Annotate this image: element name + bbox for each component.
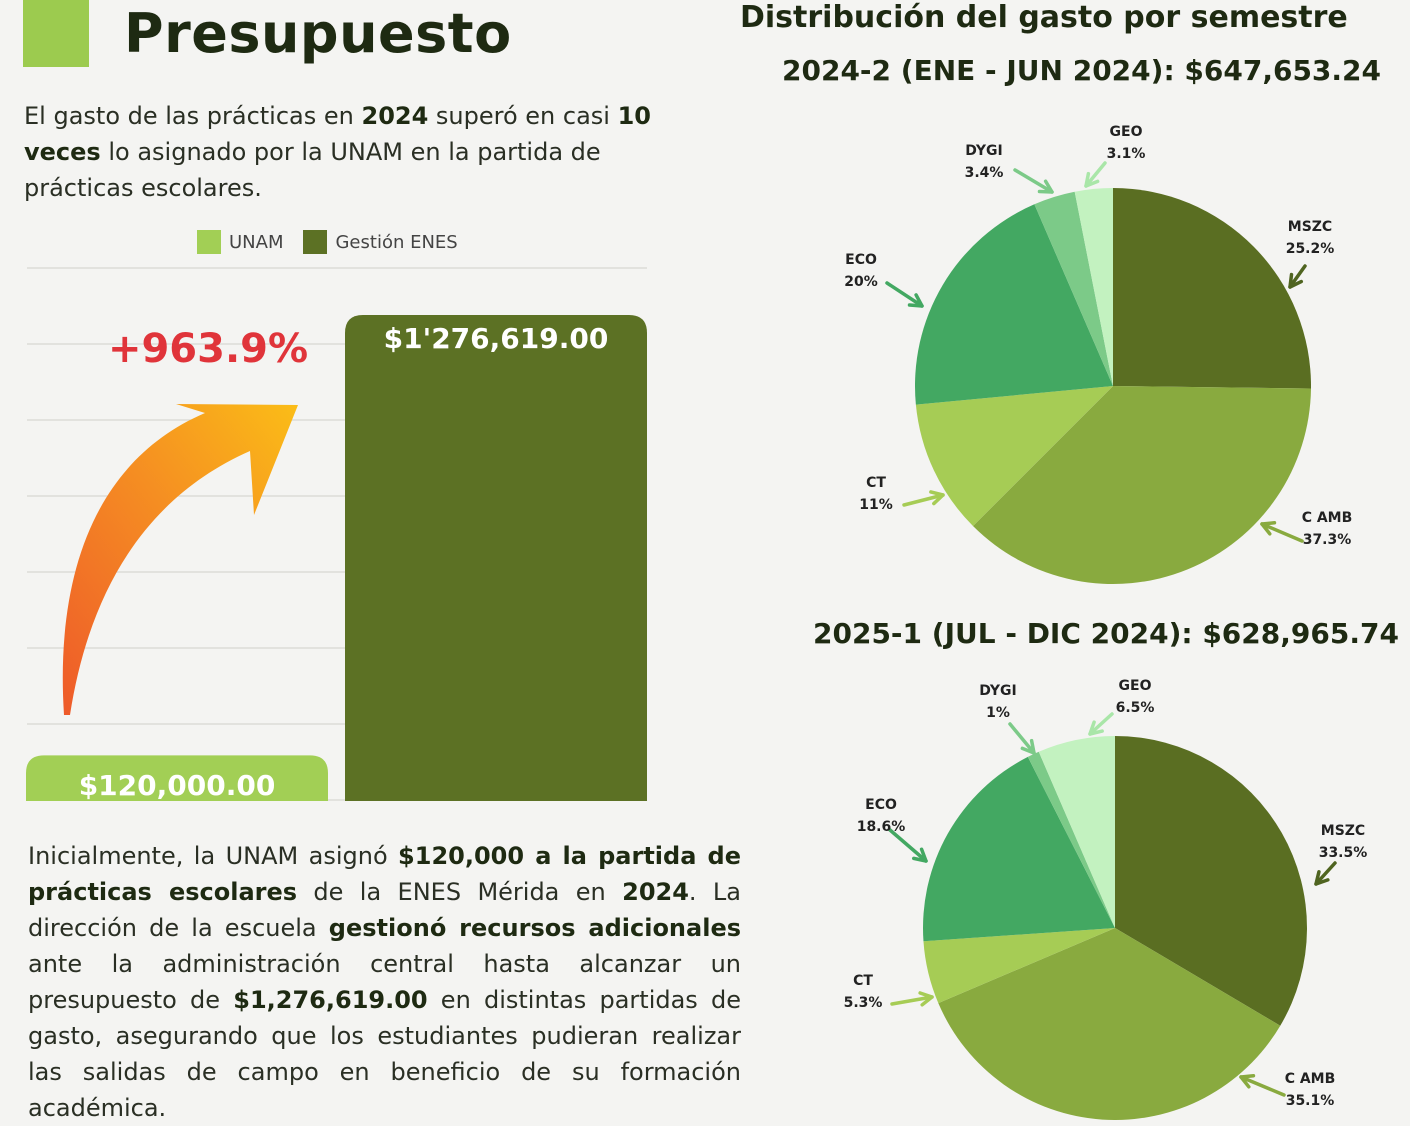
legend-swatch-unam (197, 230, 221, 254)
intro-text-part: lo asignado por la UNAM en la partida de… (24, 138, 601, 202)
intro-text-part: El gasto de las prácticas en (24, 102, 362, 130)
callout-arrowhead-icon (1260, 521, 1277, 536)
increase-arrow-icon (62, 404, 299, 715)
pie-slice-percent: 5.3% (844, 995, 883, 1011)
explanation-emphasis: $1,276,619.00 (233, 986, 428, 1014)
bar-legend: UNAM Gestión ENES (197, 230, 478, 254)
intro-text-part: superó en casi (428, 102, 618, 130)
pie-slice-label: GEO (1119, 678, 1152, 694)
callout-arrow-icon (890, 995, 934, 1006)
bar-value-label: $1'276,619.00 (384, 322, 609, 355)
intro-text: El gasto de las prácticas en 2024 superó… (24, 98, 664, 206)
callout-arrow-icon (885, 281, 924, 308)
pie-slice-geo (1074, 188, 1113, 386)
bar-value-label: $120,000.00 (79, 769, 276, 802)
explanation-emphasis: $120,000 a la partida de prácticas escol… (28, 842, 741, 906)
pie-slice-label: MSZC (1288, 219, 1332, 235)
callout-arrowhead-icon (918, 991, 934, 1007)
legend-label-enes: Gestión ENES (335, 231, 458, 253)
pie-chart-2025-1: MSZC 33.5% C AMB 35.1% CT 5.3% ECO 18.6% DYGI 1% G… (844, 678, 1368, 1120)
pie-slice-ct (923, 928, 1115, 1004)
pie-slice-percent: 3.1% (1107, 146, 1146, 162)
pie-slice-percent: 35.1% (1286, 1093, 1335, 1109)
callout-arrow-icon (1013, 168, 1054, 194)
callout-arrowhead-icon (1020, 738, 1036, 755)
callout-arrow-icon (888, 828, 928, 863)
bar-gestion-enes (345, 315, 647, 801)
pie-slice-label: DYGI (979, 683, 1016, 699)
explanation-text-part: ante la administración central hasta alc… (28, 950, 741, 1014)
pie-title-2025-1: 2025-1 (JUL - DIC 2024): $628,965.74 (813, 617, 1399, 650)
callout-arrowhead-icon (929, 490, 945, 506)
pie-slice-percent: 1% (986, 705, 1010, 721)
page-title: Presupuesto (124, 2, 512, 65)
legend-swatch-enes (303, 230, 328, 254)
title-accent-block (23, 0, 89, 67)
pie-slice-label: CT (866, 475, 886, 491)
pie-slice-c-amb (972, 386, 1311, 584)
pie-slice-label: C AMB (1302, 510, 1353, 526)
legend-item-unam: UNAM (197, 230, 283, 254)
callout-arrowhead-icon (907, 293, 924, 308)
pie-slice-label: C AMB (1285, 1071, 1336, 1087)
pie-slice-mszc (1115, 736, 1307, 1026)
pie-slice-percent: 37.3% (1303, 532, 1352, 548)
pie-slice-percent: 6.5% (1116, 700, 1155, 716)
pie-slice-geo (1038, 736, 1115, 928)
bar-chart: $120,000.00 $1'276,619.00 +963.9% (26, 267, 647, 802)
callout-arrowhead-icon (1088, 720, 1104, 736)
callout-arrow-icon (902, 493, 945, 507)
pie-slice-label: ECO (865, 797, 897, 813)
explanation-paragraph: Inicialmente, la UNAM asignó $120,000 a … (28, 838, 741, 1126)
pie-slice-label: DYGI (965, 143, 1002, 159)
explanation-emphasis: gestionó recursos adicionales (328, 914, 742, 942)
explanation-text-part: en distintas partidas de gasto, aseguran… (28, 986, 742, 1122)
pie-slice-c-amb (938, 928, 1281, 1120)
pie-slice-label: CT (853, 973, 873, 989)
pie-title-2024-2: 2024-2 (ENE - JUN 2024): $647,653.24 (782, 54, 1382, 87)
callout-arrowhead-icon (1084, 171, 1100, 188)
pie-slice-eco (915, 204, 1113, 405)
callout-arrowhead-icon (1239, 1073, 1256, 1089)
callout-arrow-icon (1008, 722, 1036, 755)
callout-arrowhead-icon (911, 847, 928, 863)
pie-slice-percent: 33.5% (1319, 845, 1368, 861)
callout-arrowhead-icon (1288, 272, 1304, 289)
pie-slice-label: MSZC (1321, 823, 1365, 839)
increase-percentage: +963.9% (108, 326, 308, 372)
legend-label-unam: UNAM (229, 231, 284, 253)
distribution-title: Distribución del gasto por semestre (740, 0, 1348, 35)
explanation-text-part: de la ENES Mérida en (297, 878, 623, 906)
intro-emphasis-year: 2024 (361, 102, 429, 130)
pie-slice-label: ECO (845, 252, 877, 268)
pie-slice-percent: 11% (859, 497, 893, 513)
pie-slice-ct (915, 386, 1113, 527)
pie-chart-2024-2: MSZC 25.2% C AMB 37.3% CT 11% ECO 20% DYGI 3.4% GE… (844, 124, 1353, 584)
pie-slice-percent: 25.2% (1286, 241, 1335, 257)
callout-arrow-icon (1260, 522, 1304, 543)
pie-slice-percent: 20% (844, 274, 878, 290)
bar-marks: $120,000.00 $1'276,619.00 (26, 315, 647, 802)
bar-unam (26, 755, 328, 801)
pie-slice-mszc (1113, 188, 1311, 389)
callout-arrow-icon (1314, 861, 1337, 886)
callout-arrow-icon (1288, 264, 1307, 289)
callout-arrow-icon (1084, 161, 1107, 188)
callout-arrow-icon (1088, 712, 1114, 736)
explanation-text-part: Inicialmente, la UNAM asignó (28, 842, 399, 870)
pie-slice-eco (923, 756, 1115, 942)
callout-arrowhead-icon (1314, 870, 1330, 886)
callout-arrow-icon (1239, 1075, 1286, 1097)
pie-slice-percent: 3.4% (965, 165, 1004, 181)
pie-slice-percent: 18.6% (857, 819, 906, 835)
intro-emphasis-times: 10 veces (24, 102, 652, 166)
pie-slice-label: GEO (1110, 124, 1143, 140)
explanation-emphasis: 2024 (622, 878, 689, 906)
explanation-text-part: . La dirección de la escuela (28, 878, 742, 942)
pie-slice-dygi (1027, 751, 1115, 928)
legend-item-enes: Gestión ENES (303, 230, 458, 254)
callout-arrowhead-icon (1037, 179, 1054, 194)
pie-slice-dygi (1034, 191, 1113, 386)
